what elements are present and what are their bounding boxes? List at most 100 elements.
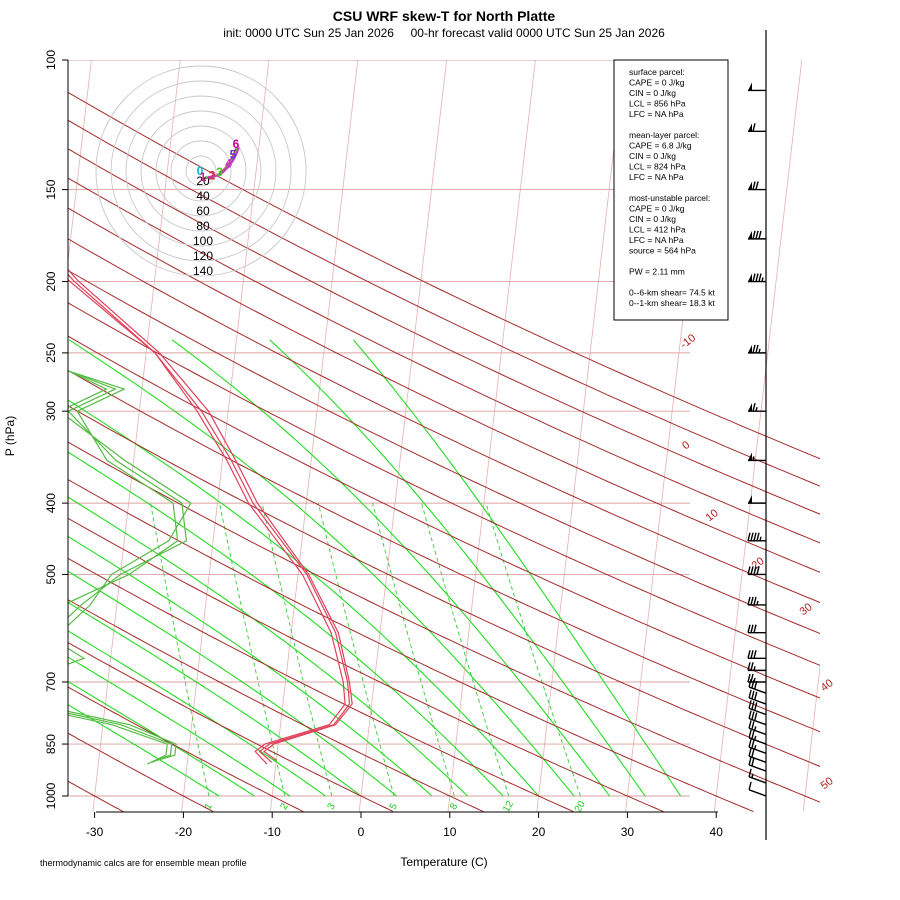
wind-barb-full [755,273,759,282]
parcel-info-line: 0--1-km shear= 18.3 kt [629,298,715,308]
moist-adiabat-line [68,680,255,797]
parcel-info-line: surface parcel: [629,67,685,77]
mixing-ratio-line [485,502,581,797]
temperature-tick-label: -30 [86,825,104,839]
wind-barb-full [753,650,757,659]
wind-barb [748,756,767,772]
wind-barb-full [751,701,755,710]
wind-barb-full [748,781,752,791]
temperature-profile-line [68,273,351,763]
dry-adiabat-line [68,148,820,515]
wind-barb-flag [748,273,752,282]
dry-adiabat-line [68,441,820,803]
wind-barb-full [751,730,755,740]
wind-barb-full [750,596,754,606]
pressure-tick-label: 1000 [44,782,58,809]
isotherm-line [802,663,820,812]
wind-barb [748,729,767,745]
parcel-info-line: source = 564 hPa [629,246,696,256]
pressure-tick-label: 500 [44,564,58,584]
wind-barb-full [748,720,752,729]
temperature-tick-label: 0 [358,825,365,839]
wind-barb-full [756,532,760,541]
isotherm-line [181,60,270,812]
isotherm-line [92,60,181,812]
mixing-ratio-labels: 1 2 3 5 8 12 20 [203,799,589,815]
wind-barb [748,82,766,92]
hodograph-ring [95,65,307,277]
isotherm-line [270,60,359,812]
dry-adiabat-line [68,238,820,604]
wind-barb-full [748,700,752,709]
wind-barb [748,738,767,754]
wind-barb-full [751,740,755,749]
parcel-info-line: PW = 2.11 mm [629,267,685,277]
wind-barb-full [750,650,754,659]
dry-adiabat-line [68,517,664,812]
wind-barb-full [750,566,754,575]
hodograph-ring-label: 60 [196,204,210,218]
mixing-ratio-line [372,502,455,797]
hodograph-ring [170,140,232,202]
dry-adiabat-line [68,642,394,812]
temperature-axis: -30 -20 -10 0 10 20 30 40 [86,812,723,839]
dry-adiabat-label: 10 [704,507,721,524]
hodograph-trace [207,146,240,179]
parcel-info-line: CIN = 0 J/kg [629,88,676,98]
wind-barb [747,662,766,672]
wind-barb-flag [748,230,752,239]
dewpoint-profile-line [68,370,179,765]
wind-barb-full [748,710,752,719]
temperature-profile-line [68,278,346,765]
wind-barb [748,273,766,283]
temperature-profiles [68,268,353,765]
wind-barb [748,181,766,191]
wind-barb-full [754,691,758,701]
parcel-info-line: CIN = 0 J/kg [629,214,676,224]
wind-barb [748,495,766,504]
wind-barb [748,452,766,462]
hodograph-ring [185,155,217,187]
wind-barb-full [747,650,751,659]
wind-barb-half [755,406,758,412]
wind-barb-full [747,624,751,633]
moist-adiabat-line [68,704,220,797]
moist-adiabat-line [68,601,362,797]
wind-barb-full [758,230,762,240]
hodograph-ring-label: 40 [196,189,210,203]
dry-adiabat-line [68,302,820,666]
pressure-tick-label: 300 [44,401,58,421]
wind-barb-half [758,348,761,354]
wind-barb-flag [748,82,752,91]
parcel-info-line: LCL = 412 hPa [629,225,686,235]
wind-barbs [747,82,767,797]
wind-barb [748,402,766,412]
parcel-info-line: mean-layer parcel: [629,130,699,140]
wind-barb-full [751,711,755,720]
dry-adiabat-line [68,177,820,544]
isotherm-line [68,60,92,265]
wind-barb-full [748,729,752,739]
wind-barb [748,700,767,716]
pressure-tick-label: 700 [44,672,58,692]
wind-barb-flag [748,123,752,132]
wind-barb-shaft [748,737,767,745]
wind-barb-full [752,273,756,282]
mixing-ratio-line [421,502,510,797]
mixing-ratio-line [219,503,286,797]
wind-barb-half [751,773,754,778]
hodograph-height-label: 2 [209,169,216,183]
wind-barb-full [755,230,759,240]
wind-barb-full [752,344,756,354]
dry-adiabat-label: 20 [750,555,767,572]
wind-barb-half [756,600,759,606]
mixing-ratio-label: 1 [203,801,216,812]
mixing-ratio-label: 2 [278,801,291,812]
dry-adiabat-line [68,269,820,635]
parcel-info-line: LCL = 824 hPa [629,162,686,172]
moist-adiabat-line [68,656,291,797]
temperature-tick-label: 30 [621,825,635,839]
